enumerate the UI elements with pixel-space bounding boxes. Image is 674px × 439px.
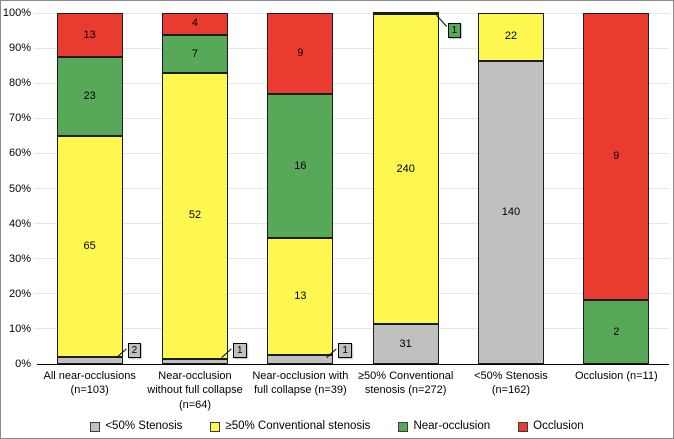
gridline <box>34 12 669 14</box>
x-category-label: <50% Stenosis (n=162) <box>474 370 548 397</box>
y-tick-label: 50% <box>8 182 31 195</box>
gridline <box>34 223 669 225</box>
bar-segment: 65 <box>56 135 123 358</box>
segment-value-label: 13 <box>83 28 96 41</box>
segment-value-label: 23 <box>83 90 96 102</box>
gridline <box>34 258 669 260</box>
legend-label: ≥50% Conventional stenosis <box>225 420 371 432</box>
segment-value-label: 2 <box>613 325 620 338</box>
segment-value-label: 65 <box>83 239 96 252</box>
y-tick-label: 10% <box>8 322 31 335</box>
bar-segment: 22 <box>477 13 544 61</box>
legend-label: <50% Stenosis <box>105 420 183 432</box>
legend-swatch <box>398 421 409 432</box>
bar-segment <box>161 358 228 364</box>
bar-column: 13 16 9 1 <box>248 13 353 364</box>
y-tick-label: 40% <box>8 217 31 230</box>
bar-segment: 7 <box>161 34 228 74</box>
legend-item: ≥50% Conventional stenosis <box>210 420 370 433</box>
y-tick-label: 80% <box>8 77 31 90</box>
x-axis-labels: All near-occlusions (n=103) Near-occlusio… <box>37 369 669 412</box>
y-tick-label: 20% <box>8 287 31 300</box>
bars-container: 65 23 13 2 52 7 4 1 13 16 9 1 31 240 1 140 22 2 9 <box>37 12 669 364</box>
segment-value-label: 22 <box>504 30 518 43</box>
y-tick-label: 0% <box>15 358 31 370</box>
legend-item: Occlusion <box>518 420 584 433</box>
bar-column: 65 23 13 2 <box>37 13 142 364</box>
callout: 2 <box>127 343 142 358</box>
bar-segment: 31 <box>372 324 439 364</box>
bar-segment: 2 <box>583 300 650 364</box>
bar: 65 23 13 2 <box>56 13 142 364</box>
segment-value-label: 16 <box>294 159 307 172</box>
segment-value-label: 52 <box>188 209 202 222</box>
y-tick-label: 70% <box>8 112 31 125</box>
bar-segment: 13 <box>267 238 334 355</box>
callout: 1 <box>232 343 247 358</box>
bar: 31 240 1 <box>372 12 462 364</box>
y-tick-label: 30% <box>8 252 31 265</box>
y-tick-label: 60% <box>8 147 31 160</box>
legend-swatch <box>518 421 529 432</box>
legend-label: Near-occlusion <box>413 420 491 432</box>
segment-value-label: 9 <box>297 47 304 59</box>
gridline <box>34 293 669 295</box>
bar-segment <box>267 355 334 364</box>
segment-value-label: 4 <box>191 17 199 30</box>
bar-column: 31 240 1 <box>353 12 462 364</box>
plot-area: 65 23 13 2 52 7 4 1 13 16 9 1 31 240 1 140 22 2 9 <box>34 12 669 365</box>
bar-segment: 16 <box>267 94 334 238</box>
callout: 1 <box>338 343 352 358</box>
gridline <box>34 82 669 84</box>
bar-segment: 4 <box>161 13 228 35</box>
x-category-label: Near-occlusion without full collapse (n=… <box>147 370 243 411</box>
y-axis: 0% 10% 20% 30% 40% 50% 60% 70% 80% 90% 100% <box>1 7 32 370</box>
bar-segment: 13 <box>56 13 123 58</box>
segment-value-label: 140 <box>501 205 521 218</box>
y-tick-label: 90% <box>8 42 31 55</box>
legend-label: Occlusion <box>533 420 584 432</box>
legend: <50% Stenosis ≥50% Conventional stenosis N… <box>1 420 673 433</box>
bar-segment: 9 <box>583 13 650 301</box>
bar-segment <box>56 357 123 364</box>
segment-value-label: 240 <box>396 162 415 175</box>
gridline <box>34 47 669 49</box>
x-category-label: All near-occlusions (n=103) <box>43 370 136 397</box>
segment-value-label: 31 <box>399 337 412 350</box>
gridline <box>34 188 669 189</box>
x-category-label: ≥50% Conventional stenosis (n=272) <box>357 370 454 397</box>
bar-column: 140 22 <box>458 13 563 364</box>
bar: 52 7 4 1 <box>161 13 247 364</box>
legend-swatch <box>90 421 101 432</box>
legend-swatch <box>210 421 221 432</box>
legend-item: <50% Stenosis <box>90 420 182 433</box>
bar-segment: 140 <box>477 60 544 364</box>
segment-value-label: 9 <box>613 150 620 163</box>
bar-column: 52 7 4 1 <box>142 13 247 364</box>
bar: 13 16 9 1 <box>267 13 352 364</box>
segment-value-label: 13 <box>294 290 307 302</box>
bar-segment: 9 <box>267 13 334 94</box>
gridline <box>34 117 669 119</box>
callout: 1 <box>447 23 462 38</box>
legend-item: Near-occlusion <box>398 420 490 433</box>
bar-segment: 52 <box>161 73 228 359</box>
gridline <box>34 328 669 330</box>
segment-value-label: 7 <box>191 47 199 60</box>
bar-segment: 23 <box>56 57 123 136</box>
bar: 140 22 <box>477 13 544 364</box>
gridline <box>34 152 669 154</box>
y-tick-label: 100% <box>2 7 31 19</box>
x-category-label: Near-occlusion with full collapse (n=39) <box>252 370 349 397</box>
bar-segment: 240 <box>372 14 439 324</box>
x-category-label: Occlusion (n=11) <box>574 370 658 382</box>
bar-segment <box>372 12 439 15</box>
